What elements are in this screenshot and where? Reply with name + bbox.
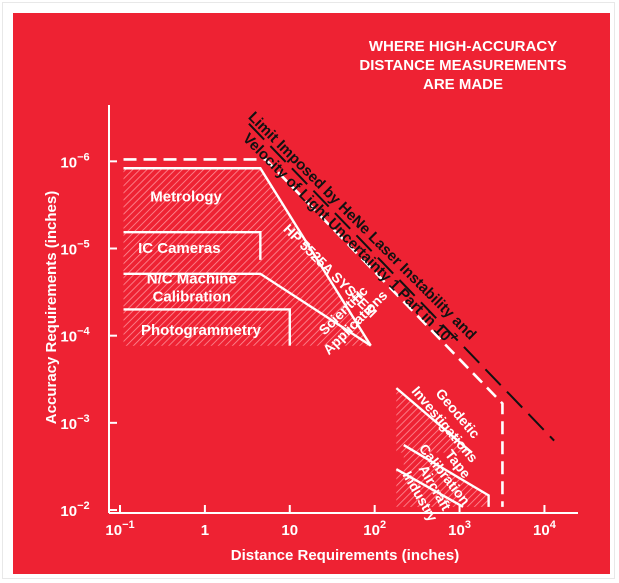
edge-aircraft-industry [395, 468, 464, 508]
region-label-photogrammetry: Photogrammetry [141, 322, 262, 339]
region-label-ic-cameras: IC Cameras [138, 240, 221, 257]
x-tick-label: 102 [363, 519, 386, 539]
region-ic-cameras [123, 232, 261, 260]
edge-photogrammetry [123, 308, 291, 346]
x-tick-label: 1 [201, 522, 209, 539]
chart-title-line: ARE MADE [423, 76, 503, 93]
chart-title-line: WHERE HIGH-ACCURACY [369, 38, 557, 55]
chart-panel: 10−1 1 10 102 103 104 10−6 10−5 10−4 10−3 10−2 WHE… [13, 13, 610, 574]
edge-tape-calibration [403, 444, 490, 507]
region-label-n-c-machine-calibration: N/C Machine [147, 271, 237, 288]
accuracy-distance-chart: 10−1 1 10 102 103 104 10−6 10−5 10−4 10−3 10−2 WHE… [43, 38, 578, 564]
y-tick-label: 10−6 [60, 151, 89, 171]
y-tick-label: 10−5 [60, 239, 89, 259]
x-axis-label: Distance Requirements (inches) [231, 547, 459, 564]
edge-nc-machine-calibration [123, 272, 372, 347]
label-group-ic-cameras: IC Cameras [138, 240, 221, 257]
x-tick-label: 10 [281, 522, 298, 539]
y-tick-label: 10−4 [60, 326, 90, 346]
region-label-n-c-machine-calibration: Calibration [153, 289, 231, 306]
y-tick-label: 10−2 [60, 500, 89, 520]
chart-title-line: DISTANCE MEASUREMENTS [359, 57, 566, 74]
label-group-photogrammetry: Photogrammetry [141, 322, 262, 339]
boundary-hp-5525a-system [123, 158, 504, 507]
region-photogrammetry [123, 309, 290, 346]
y-tick-label: 10−3 [60, 413, 89, 433]
x-tick-label: 103 [448, 519, 471, 539]
label-group-metrology: Metrology [150, 188, 222, 205]
boundary-limit-imposed-by-hene-laser-instability-and-velocity-of-light-uncertainty-1-part-in-10-7 [248, 123, 555, 442]
y-axis-label: Accuracy Requirements (inches) [43, 191, 60, 424]
x-tick-label: 104 [533, 519, 557, 539]
edge-geodetic-investigations [395, 387, 473, 454]
edge-metrology [123, 167, 372, 347]
region-label-metrology: Metrology [150, 188, 222, 205]
edge-ic-cameras [123, 230, 262, 260]
x-tick-label: 10−1 [105, 519, 134, 539]
